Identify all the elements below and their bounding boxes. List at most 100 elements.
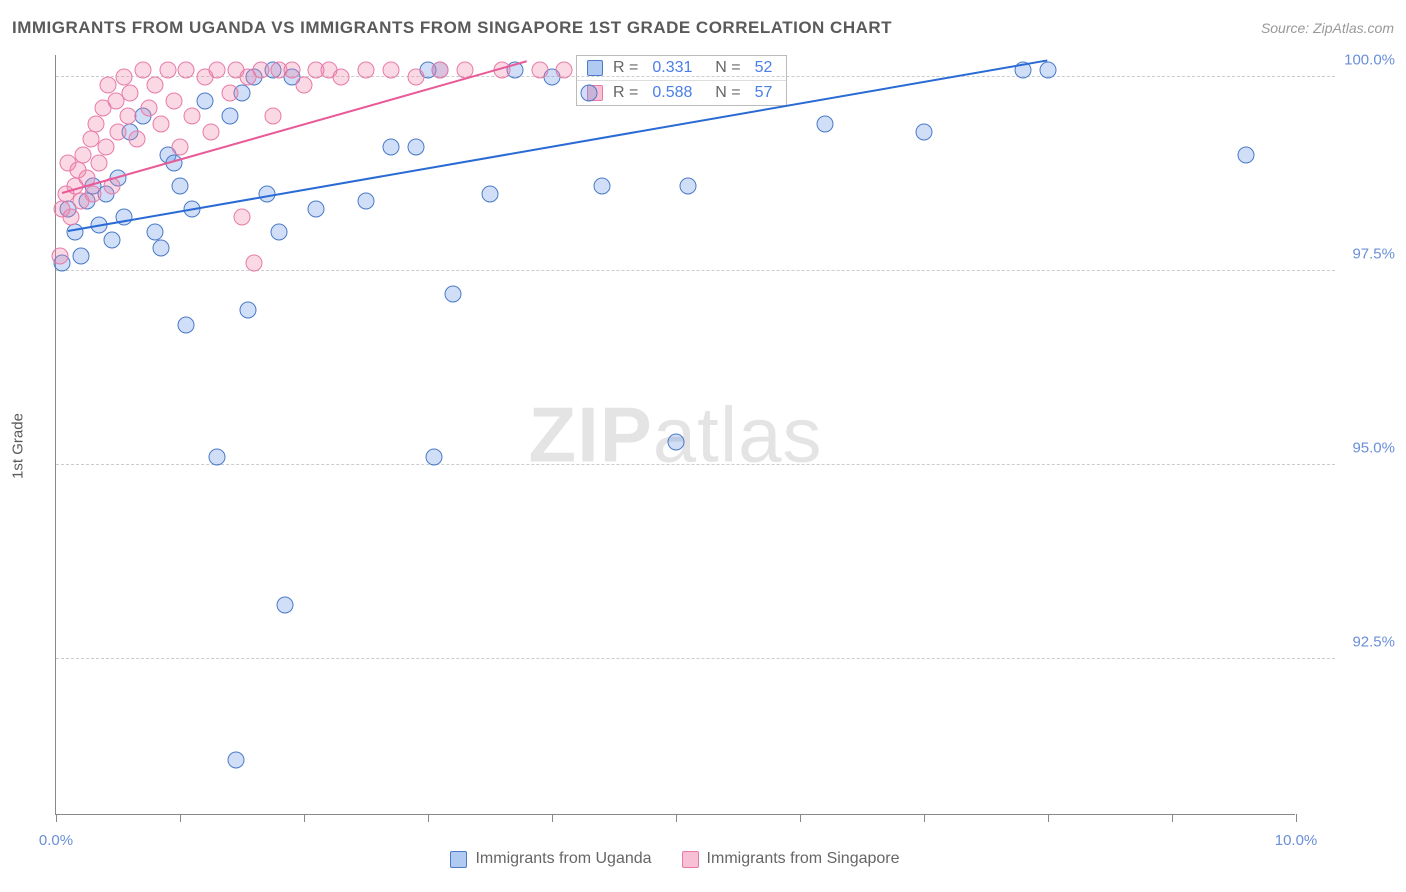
data-point xyxy=(556,61,573,78)
plot-area: ZIPatlas R =0.331 N =52R =0.588 N =57 92… xyxy=(55,55,1295,815)
data-point xyxy=(227,751,244,768)
data-point xyxy=(531,61,548,78)
data-point xyxy=(165,92,182,109)
data-point xyxy=(203,123,220,140)
x-tick xyxy=(1172,814,1173,822)
data-point xyxy=(184,108,201,125)
data-point xyxy=(240,301,257,318)
data-point xyxy=(296,77,313,94)
data-point xyxy=(110,123,127,140)
x-tick xyxy=(552,814,553,822)
data-point xyxy=(147,224,164,241)
data-point xyxy=(252,61,269,78)
data-point xyxy=(816,115,833,132)
data-point xyxy=(444,286,461,303)
stat-n-value: 57 xyxy=(755,84,773,102)
data-point xyxy=(407,139,424,156)
x-tick-label: 0.0% xyxy=(39,832,73,849)
data-point xyxy=(209,61,226,78)
legend-item: Immigrants from Singapore xyxy=(682,850,900,868)
data-point xyxy=(100,77,117,94)
trend-line xyxy=(68,60,1048,233)
legend-label: Immigrants from Uganda xyxy=(475,850,651,868)
y-tick-label: 100.0% xyxy=(1339,52,1395,69)
data-point xyxy=(581,84,598,101)
data-point xyxy=(172,177,189,194)
data-point xyxy=(159,61,176,78)
x-tick xyxy=(428,814,429,822)
data-point xyxy=(209,449,226,466)
x-tick xyxy=(180,814,181,822)
x-tick xyxy=(304,814,305,822)
y-tick-label: 97.5% xyxy=(1339,246,1395,263)
data-point xyxy=(172,139,189,156)
data-point xyxy=(153,115,170,132)
data-point xyxy=(382,61,399,78)
title-bar: IMMIGRANTS FROM UGANDA VS IMMIGRANTS FRO… xyxy=(12,18,1394,38)
source-attribution: Source: ZipAtlas.com xyxy=(1261,20,1394,36)
data-point xyxy=(221,84,238,101)
data-point xyxy=(87,115,104,132)
x-tick xyxy=(56,814,57,822)
legend-swatch xyxy=(450,851,467,868)
data-point xyxy=(128,131,145,148)
y-tick-label: 95.0% xyxy=(1339,440,1395,457)
x-tick xyxy=(1048,814,1049,822)
data-point xyxy=(178,317,195,334)
x-tick xyxy=(676,814,677,822)
data-point xyxy=(147,77,164,94)
data-point xyxy=(62,208,79,225)
data-point xyxy=(271,224,288,241)
data-point xyxy=(122,84,139,101)
x-tick xyxy=(924,814,925,822)
data-point xyxy=(668,433,685,450)
stats-row: R = 0.588 N = 57 xyxy=(577,81,786,105)
data-point xyxy=(482,185,499,202)
data-point xyxy=(234,208,251,225)
data-point xyxy=(141,100,158,117)
stat-n-label: N = xyxy=(706,84,740,102)
x-tick xyxy=(800,814,801,822)
data-point xyxy=(85,185,102,202)
data-point xyxy=(1238,146,1255,163)
data-point xyxy=(153,239,170,256)
gridline-h xyxy=(56,658,1335,659)
stat-r-label: R = xyxy=(613,84,638,102)
data-point xyxy=(1040,61,1057,78)
legend-swatch xyxy=(587,60,603,76)
y-tick-label: 92.5% xyxy=(1339,633,1395,650)
stat-n-value: 52 xyxy=(755,59,773,77)
y-axis-label: 1st Grade xyxy=(10,413,27,479)
gridline-h xyxy=(56,270,1335,271)
data-point xyxy=(51,247,68,264)
data-point xyxy=(432,61,449,78)
data-point xyxy=(221,108,238,125)
data-point xyxy=(358,61,375,78)
x-tick xyxy=(1296,814,1297,822)
data-point xyxy=(593,177,610,194)
bottom-legend: Immigrants from Uganda Immigrants from Si… xyxy=(55,850,1295,868)
legend-item: Immigrants from Uganda xyxy=(450,850,651,868)
data-point xyxy=(134,61,151,78)
stat-r-label: R = xyxy=(613,59,638,77)
data-point xyxy=(426,449,443,466)
data-point xyxy=(103,232,120,249)
data-point xyxy=(116,69,133,86)
gridline-h xyxy=(56,464,1335,465)
chart-title: IMMIGRANTS FROM UGANDA VS IMMIGRANTS FRO… xyxy=(12,18,892,38)
data-point xyxy=(75,146,92,163)
data-point xyxy=(407,69,424,86)
data-point xyxy=(196,92,213,109)
correlation-stats-box: R = 0.331 N = 52 R = 0.588 N = 57 xyxy=(576,55,787,106)
data-point xyxy=(382,139,399,156)
data-point xyxy=(246,255,263,272)
data-point xyxy=(333,69,350,86)
stat-r-value: 0.588 xyxy=(652,84,692,102)
data-point xyxy=(178,61,195,78)
stat-r-value: 0.331 xyxy=(652,59,692,77)
data-point xyxy=(66,224,83,241)
x-tick-label: 10.0% xyxy=(1275,832,1318,849)
data-point xyxy=(97,139,114,156)
data-point xyxy=(916,123,933,140)
stat-n-label: N = xyxy=(706,59,740,77)
